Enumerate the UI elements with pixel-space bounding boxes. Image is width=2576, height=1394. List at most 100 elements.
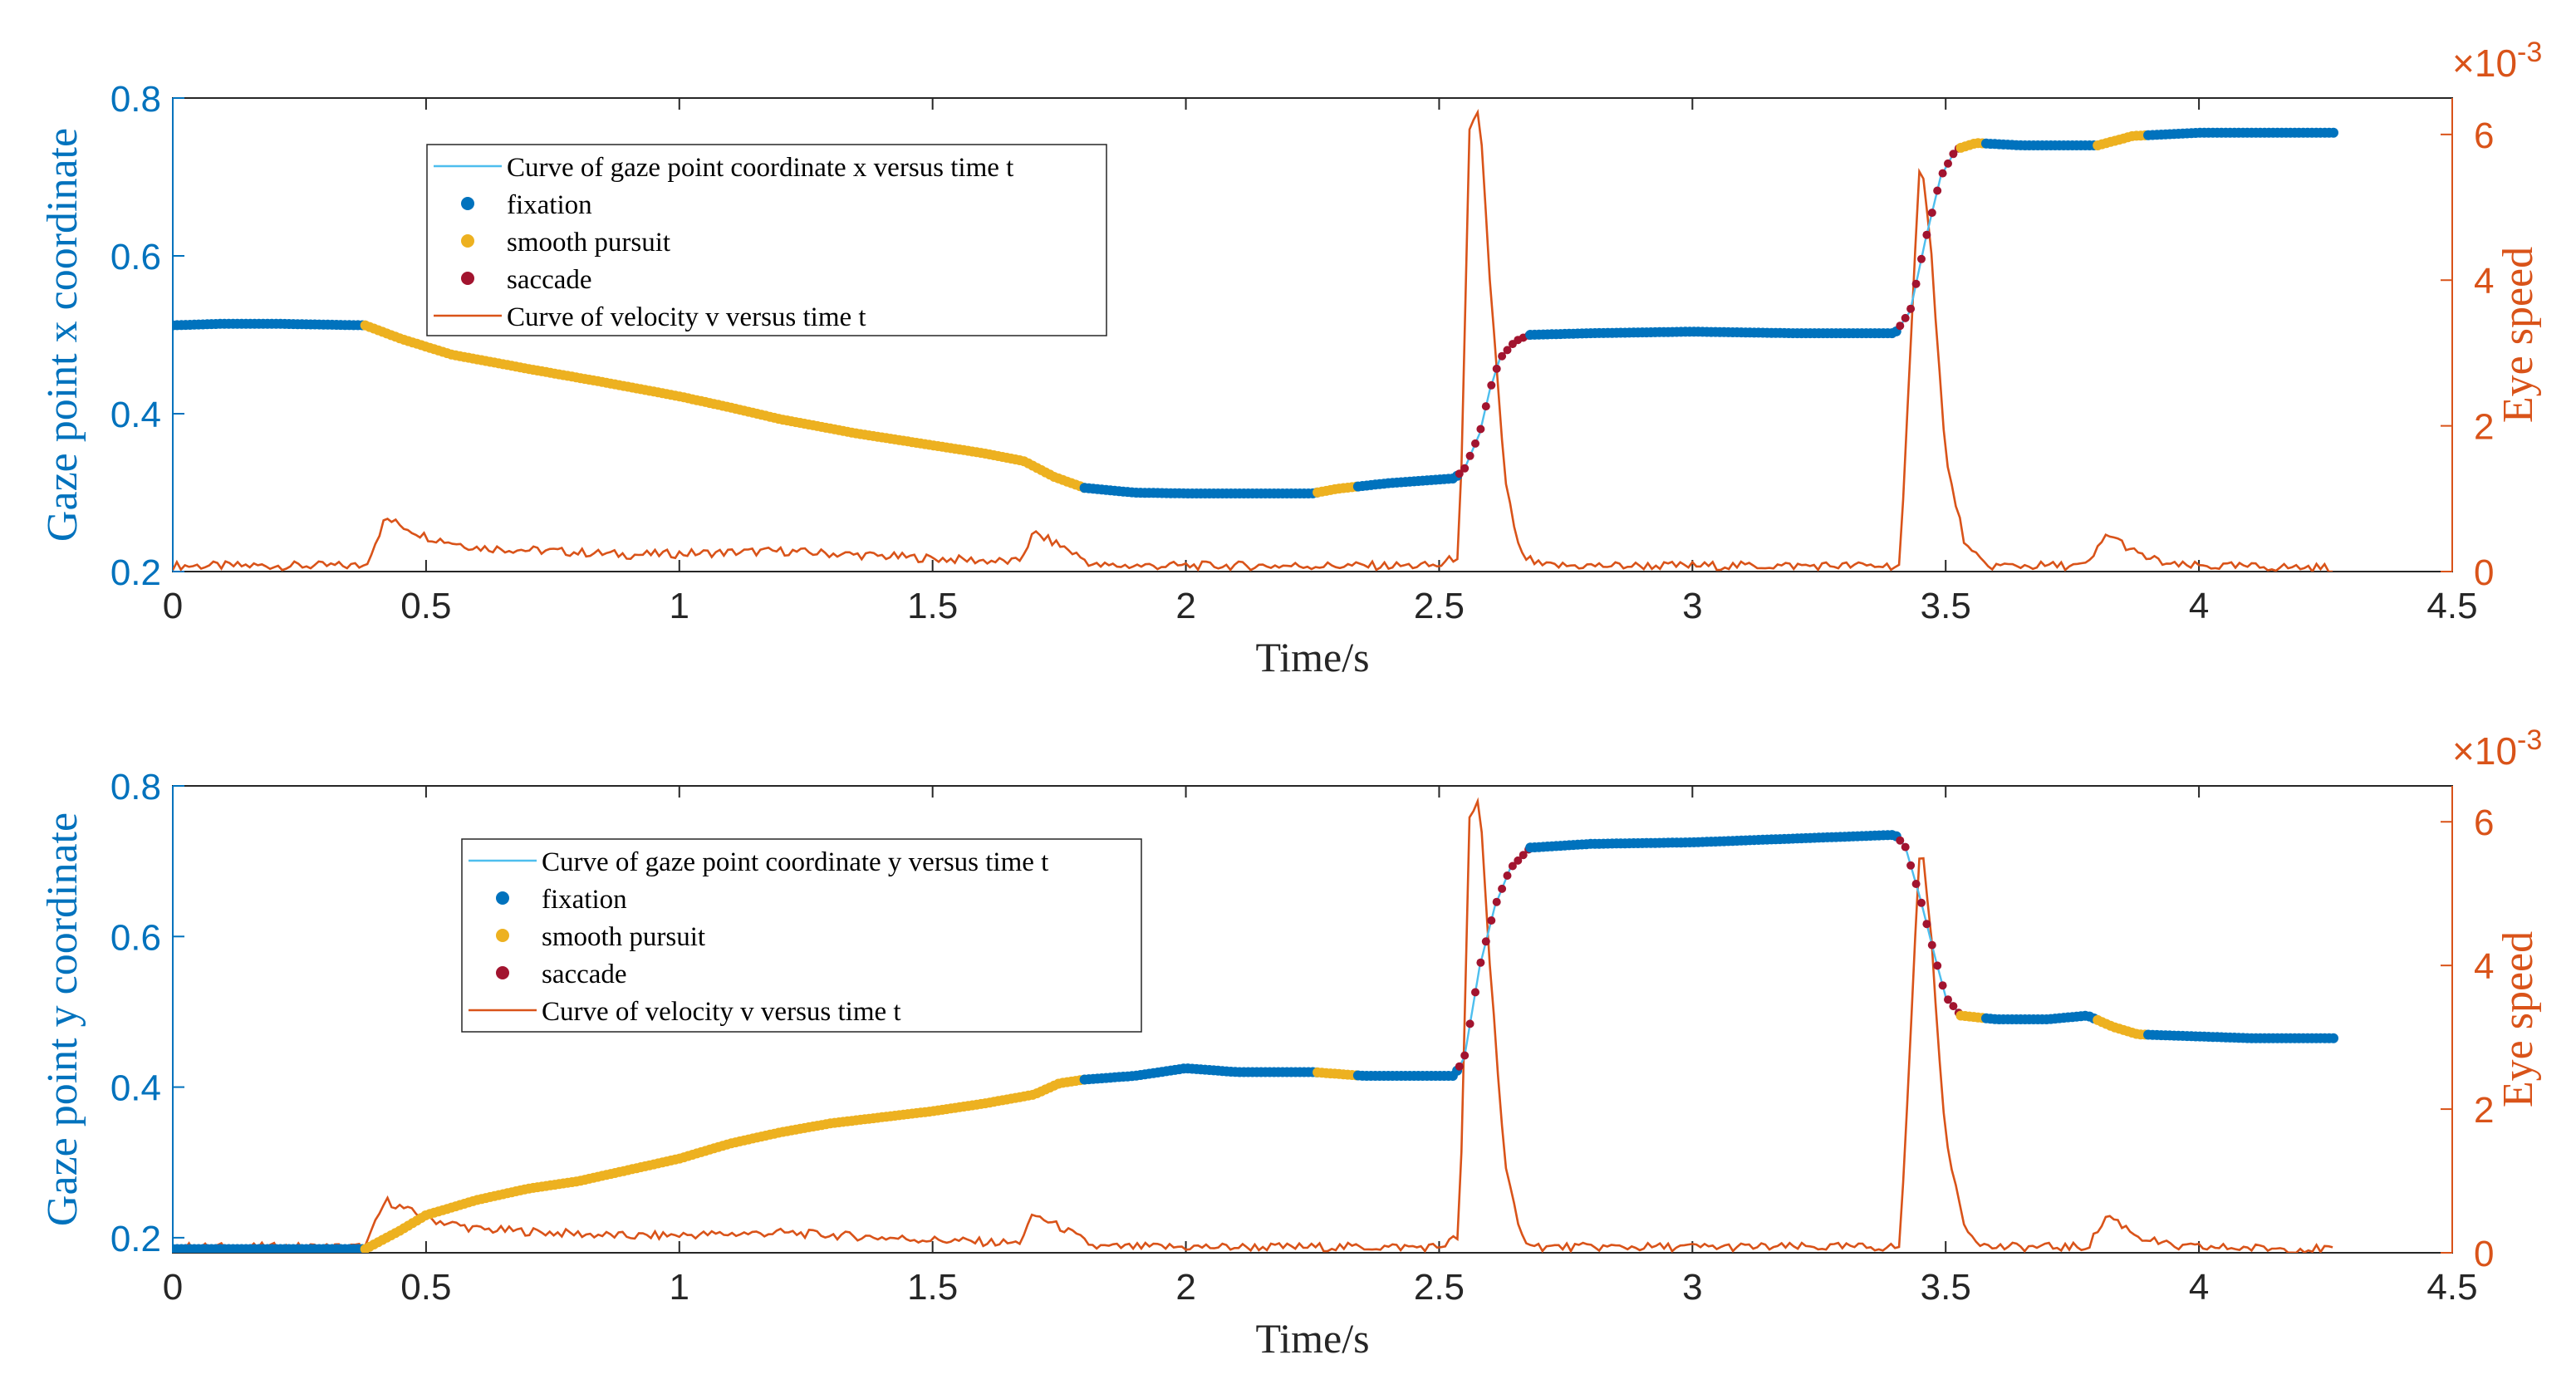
y-left-tick-label: 0.4 — [110, 1068, 161, 1109]
y-left-axis-label: Gaze point x coordinate — [39, 128, 86, 542]
gaze-point-saccade — [1911, 279, 1921, 288]
y-left-tick-label: 0.6 — [110, 917, 161, 958]
gaze-point-saccade — [1519, 851, 1528, 860]
gaze-point-saccade — [1465, 1019, 1474, 1028]
x-tick-label: 2.5 — [1414, 1267, 1465, 1308]
x-tick-label: 2 — [1175, 1267, 1195, 1308]
gaze-point-saccade — [1922, 230, 1931, 239]
gaze-point-saccade — [1917, 254, 1926, 263]
y-right-axis-label: Eye speed — [2495, 931, 2542, 1107]
chart-bottom: 0 0.5 1 1.5 2 2.5 3 3.5 4 4.5 0.2 0.4 0.6 0.8 0 2 4 6 ×10-… — [39, 724, 2542, 1362]
gaze-points — [173, 127, 2338, 498]
y-left-tick-label: 0.4 — [110, 395, 161, 435]
gaze-point-saccade — [1927, 209, 1936, 218]
legend-entry-label: fixation — [507, 190, 592, 220]
x-tick-label: 2 — [1175, 586, 1195, 626]
gaze-point-saccade — [1460, 464, 1470, 473]
y-right-tick-label: 4 — [2474, 261, 2494, 302]
legend-entry-label: Curve of velocity v versus time t — [542, 997, 901, 1027]
x-tick-label: 0 — [163, 586, 183, 626]
x-tick-label: 1.5 — [907, 586, 958, 626]
gaze-point-saccade — [1460, 1051, 1470, 1060]
legend: Curve of gaze point coordinate x versus … — [426, 144, 1107, 336]
x-tick-label: 3.5 — [1921, 586, 1971, 626]
y-left-tick-label: 0.8 — [110, 79, 161, 120]
legend-marker-saccade — [496, 966, 509, 979]
x-axis-label: Time/s — [1255, 1315, 1369, 1362]
y-left-axis-label: Gaze point y coordinate — [39, 812, 86, 1226]
x-tick-label: 1 — [670, 586, 689, 626]
gaze-point-saccade — [1917, 898, 1926, 907]
legend-marker-smooth-pursuit — [496, 929, 509, 942]
gaze-point-saccade — [1949, 1002, 1958, 1011]
y-right-tick-label: 0 — [2474, 1234, 2494, 1274]
legend-marker-saccade — [461, 272, 474, 285]
legend-entry-label: Curve of gaze point coordinate y versus … — [542, 847, 1048, 877]
y-right-axis-label: Eye speed — [2495, 247, 2542, 423]
y-left-tick-label: 0.6 — [110, 237, 161, 277]
legend-box — [461, 838, 1142, 1033]
legend-entry-label: smooth pursuit — [507, 228, 670, 258]
gaze-point-saccade — [1476, 958, 1485, 967]
y-right-tick-label: 2 — [2474, 407, 2494, 448]
legend-entry-label: saccade — [542, 960, 627, 989]
gaze-point-saccade — [1514, 856, 1523, 865]
x-axis-label: Time/s — [1255, 634, 1369, 680]
legend-entry-label: saccade — [507, 265, 592, 295]
x-tick-label: 3.5 — [1921, 1267, 1971, 1308]
y-left-tick-label: 0.2 — [110, 1219, 161, 1259]
right-axis-exponent: ×10-3 — [2452, 724, 2542, 773]
gaze-point-saccade — [1944, 159, 1952, 168]
gaze-point-saccade — [1503, 346, 1512, 355]
gaze-point-saccade — [1927, 940, 1936, 950]
gaze-point-saccade — [1492, 364, 1501, 373]
gaze-point-saccade — [1471, 439, 1479, 448]
x-tick-label: 4 — [2189, 1267, 2209, 1308]
gaze-point-saccade — [1911, 880, 1921, 888]
gaze-point-saccade — [1508, 861, 1517, 871]
gaze-point-saccade — [1906, 861, 1916, 870]
velocity-series-line — [173, 797, 2333, 1253]
gaze-point-saccade — [1492, 897, 1501, 906]
legend-marker-fixation — [461, 197, 474, 210]
gaze-point-saccade — [1498, 351, 1507, 361]
x-tick-label: 3 — [1682, 586, 1702, 626]
chart-top: 0 0.5 1 1.5 2 2.5 3 3.5 4 4.5 0.2 0.4 0.6 0.8 0 2 4 6 ×10-… — [39, 37, 2542, 680]
legend-entry-label: Curve of velocity v versus time t — [507, 302, 866, 332]
gaze-points — [173, 830, 2338, 1253]
gaze-point-saccade — [1471, 988, 1479, 997]
gaze-point-saccade — [1933, 961, 1942, 970]
gaze-point-saccade — [1455, 469, 1464, 479]
y-right-tick-label: 6 — [2474, 803, 2494, 843]
gaze-point-saccade — [1906, 304, 1916, 313]
exponent-base: ×10 — [2452, 729, 2517, 773]
gaze-point-saccade — [1901, 313, 1910, 322]
legend: Curve of gaze point coordinate y versus … — [461, 838, 1142, 1033]
gaze-point-saccade — [1896, 322, 1905, 331]
exponent-power: -3 — [2517, 724, 2542, 756]
gaze-point-saccade — [1938, 169, 1947, 178]
y-right-tick-label: 6 — [2474, 115, 2494, 156]
y-left-tick-label: 0.2 — [110, 552, 161, 593]
x-tick-label: 4.5 — [2426, 1267, 2477, 1308]
legend-box — [426, 144, 1107, 336]
x-tick-label: 4.5 — [2426, 586, 2477, 626]
legend-marker-smooth-pursuit — [461, 234, 474, 248]
gaze-point-saccade — [1896, 836, 1905, 845]
x-tick-label: 0 — [163, 1267, 183, 1308]
x-tick-label: 1 — [670, 1267, 689, 1308]
x-tick-label: 0.5 — [400, 586, 451, 626]
right-axis-exponent: ×10-3 — [2452, 37, 2542, 85]
legend-entry-label: Curve of gaze point coordinate x versus … — [507, 153, 1013, 183]
gaze-point-fixation — [2328, 1033, 2338, 1043]
x-tick-label: 4 — [2189, 586, 2209, 626]
gaze-point-saccade — [1503, 871, 1512, 880]
gaze-point-saccade — [1498, 884, 1507, 893]
exponent-base: ×10 — [2452, 42, 2517, 85]
gaze-point-saccade — [1487, 916, 1496, 925]
gaze-point-saccade — [1949, 150, 1958, 159]
y-left-tick-label: 0.8 — [110, 767, 161, 807]
gaze-point-fixation — [2328, 127, 2338, 138]
gaze-point-saccade — [1901, 842, 1910, 852]
